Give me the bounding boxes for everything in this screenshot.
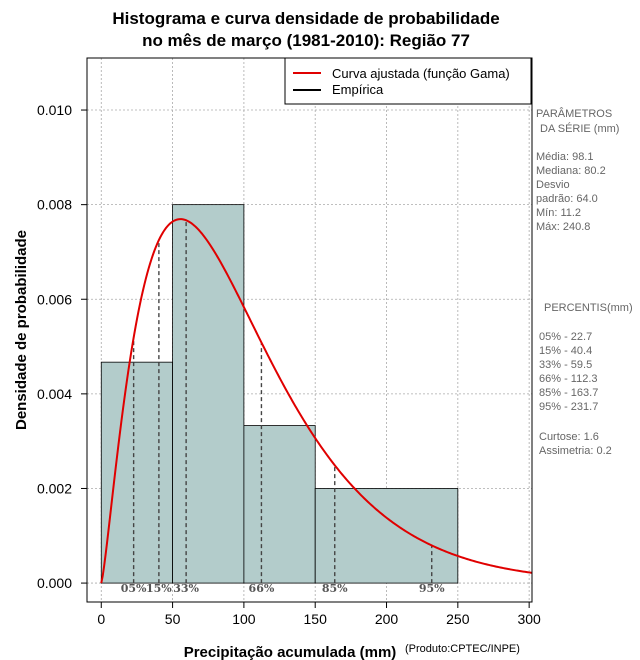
kurtosis: Curtose: 1.6 [539, 431, 599, 443]
x-tick-label: 150 [304, 611, 328, 627]
legend: Curva ajustada (função Gama) Empírica [284, 57, 532, 105]
params-title-line-2: DA SÉRIE (mm) [540, 122, 619, 135]
percentile-label: 66% [249, 582, 275, 595]
histogram-bar [314, 488, 459, 584]
param-max: Máx: 240.8 [536, 221, 590, 233]
histogram-bar [100, 361, 173, 584]
legend-label-curve: Curva ajustada (função Gama) [332, 66, 510, 81]
skewness: Assimetria: 0.2 [539, 445, 612, 457]
x-tick-label: 50 [165, 611, 181, 627]
percentil-05: 05% - 22.7 [539, 331, 592, 343]
percentiles-panel: PERCENTIS(mm) 05% - 22.7 15% - 40.4 33% … [539, 302, 633, 457]
x-axis-label: Precipitação acumulada (mm) [184, 644, 397, 660]
x-axis-ticks: 0 50 100 150 200 250 300 [97, 602, 541, 627]
param-median: Mediana: 80.2 [536, 165, 606, 177]
legend-box [284, 57, 532, 105]
x-tick-label: 250 [446, 611, 470, 627]
percentil-85: 85% - 163.7 [539, 387, 598, 399]
percentile-markers: 05% 15% 33% 66% 85% 95% [121, 220, 445, 595]
y-axis-ticks: 0.000 0.002 0.004 0.006 0.008 0.010 [37, 102, 87, 591]
x-tick-label: 100 [232, 611, 256, 627]
gamma-curve [100, 218, 533, 584]
x-tick-label: 300 [517, 611, 541, 627]
y-tick-label: 0.010 [37, 102, 72, 118]
gamma-curve-path [100, 218, 533, 584]
product-credit: (Produto:CPTEC/INPE) [405, 643, 520, 655]
y-tick-label: 0.002 [37, 480, 72, 496]
percentile-label: 05% [121, 582, 147, 595]
param-stddev-line-1: Desvio [536, 179, 570, 191]
param-mean: Média: 98.1 [536, 151, 593, 163]
y-tick-label: 0.006 [37, 291, 72, 307]
x-tick-label: 200 [375, 611, 399, 627]
percentile-label: 85% [322, 582, 348, 595]
percentil-15: 15% - 40.4 [539, 345, 592, 357]
legend-label-empirical: Empírica [332, 82, 384, 97]
percentis-title: PERCENTIS(mm) [544, 302, 633, 314]
percentil-95: 95% - 231.7 [539, 401, 598, 413]
histogram-bars [100, 204, 459, 584]
percentile-label: 95% [419, 582, 445, 595]
y-tick-label: 0.004 [37, 386, 72, 402]
histogram-bar [172, 204, 245, 584]
percentil-66: 66% - 112.3 [539, 373, 598, 385]
histogram-bar [243, 425, 316, 584]
y-tick-label: 0.008 [37, 197, 72, 213]
param-stddev-line-2: padrão: 64.0 [536, 193, 598, 205]
y-tick-label: 0.000 [37, 575, 72, 591]
chart-title-line-1: Histograma e curva densidade de probabil… [112, 9, 499, 28]
y-axis-label: Densidade de probabilidade [13, 230, 30, 430]
percentil-33: 33% - 59.5 [539, 359, 592, 371]
params-title-line-1: PARÂMETROS [536, 107, 612, 120]
percentile-label: 15% [146, 582, 172, 595]
chart-title-line-2: no mês de março (1981-2010): Região 77 [142, 31, 470, 50]
percentile-label: 33% [173, 582, 199, 595]
x-tick-label: 0 [97, 611, 105, 627]
series-parameters-panel: PARÂMETROS DA SÉRIE (mm) Média: 98.1 Med… [536, 107, 619, 233]
param-min: Mín: 11.2 [536, 207, 581, 219]
